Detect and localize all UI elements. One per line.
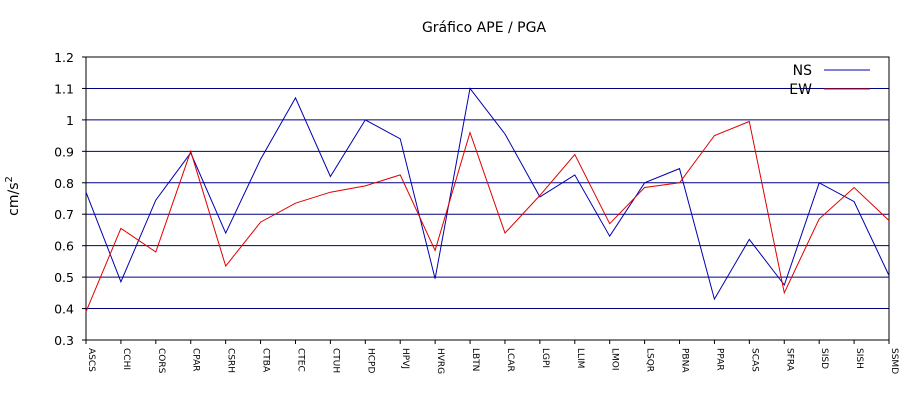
- y-tick-label: 0.3: [54, 333, 74, 348]
- x-tick-label: HCPD: [365, 348, 375, 373]
- x-tick-label: CORS: [156, 348, 166, 374]
- x-tick-label: CCHI: [121, 348, 131, 370]
- y-tick-label: 1: [66, 113, 74, 128]
- y-tick-label: 0.9: [54, 144, 74, 159]
- y-tick-label: 0.8: [54, 176, 74, 191]
- x-tick-label: PPAR: [714, 348, 724, 371]
- x-tick-label: CTEC: [295, 348, 305, 372]
- x-tick-label: SISD: [819, 348, 829, 369]
- x-tick-label: CTBA: [261, 348, 271, 373]
- x-tick-label: CTUH: [330, 348, 340, 373]
- x-tick-label: CPAR: [191, 348, 201, 372]
- chart-title: Gráfico APE / PGA: [422, 20, 546, 36]
- x-tick-label: SISH: [854, 348, 864, 369]
- y-axis-label-unit: cm/s: [6, 183, 22, 216]
- x-tick-label: CSRH: [226, 348, 236, 373]
- x-tick-label: SFRA: [784, 348, 794, 372]
- y-tick-label: 0.4: [54, 302, 74, 317]
- grid: [86, 56, 889, 341]
- plot-frame: [85, 56, 890, 341]
- y-tick-label: 0.6: [54, 239, 74, 254]
- x-tick-label: LMOI: [610, 348, 620, 371]
- x-tick-label: LLIM: [575, 348, 585, 368]
- y-tick-label: 1.2: [54, 50, 74, 65]
- series-line-ew: [85, 120, 890, 312]
- y-axis-label-superscript: 2: [4, 176, 15, 182]
- y-tick-label: 1.1: [54, 81, 74, 96]
- x-tick-label: HPVJ: [400, 348, 410, 369]
- x-axis: ASCS CCHI CORS CPAR CSRH CTBA CTEC CTUH HCPD HPVJ…: [85, 340, 899, 374]
- x-tick-label: SSMD: [889, 348, 899, 374]
- legend: NS EW: [789, 63, 870, 98]
- x-tick-label: LSQR: [645, 348, 655, 372]
- y-tick-label: 0.7: [54, 207, 74, 222]
- y-axis: 0.3 0.4 0.5 0.6 0.7 0.8 0.9 1 1.1 1.2: [54, 50, 86, 348]
- x-tick-label: LCAR: [505, 348, 515, 372]
- y-axis-label: cm/s2: [4, 176, 22, 216]
- legend-label-ns: NS: [793, 63, 812, 79]
- x-tick-label: HVRG: [435, 348, 445, 374]
- x-tick-label: LBTN: [470, 348, 480, 371]
- series-group: [85, 87, 890, 312]
- x-tick-label: LGPI: [540, 348, 550, 368]
- series-line-ns: [85, 87, 890, 301]
- legend-label-ew: EW: [789, 82, 812, 98]
- x-tick-label: PBNA: [680, 348, 690, 373]
- x-tick-label: SCAS: [749, 348, 759, 372]
- y-tick-label: 0.5: [54, 270, 74, 285]
- x-tick-label: ASCS: [86, 348, 96, 372]
